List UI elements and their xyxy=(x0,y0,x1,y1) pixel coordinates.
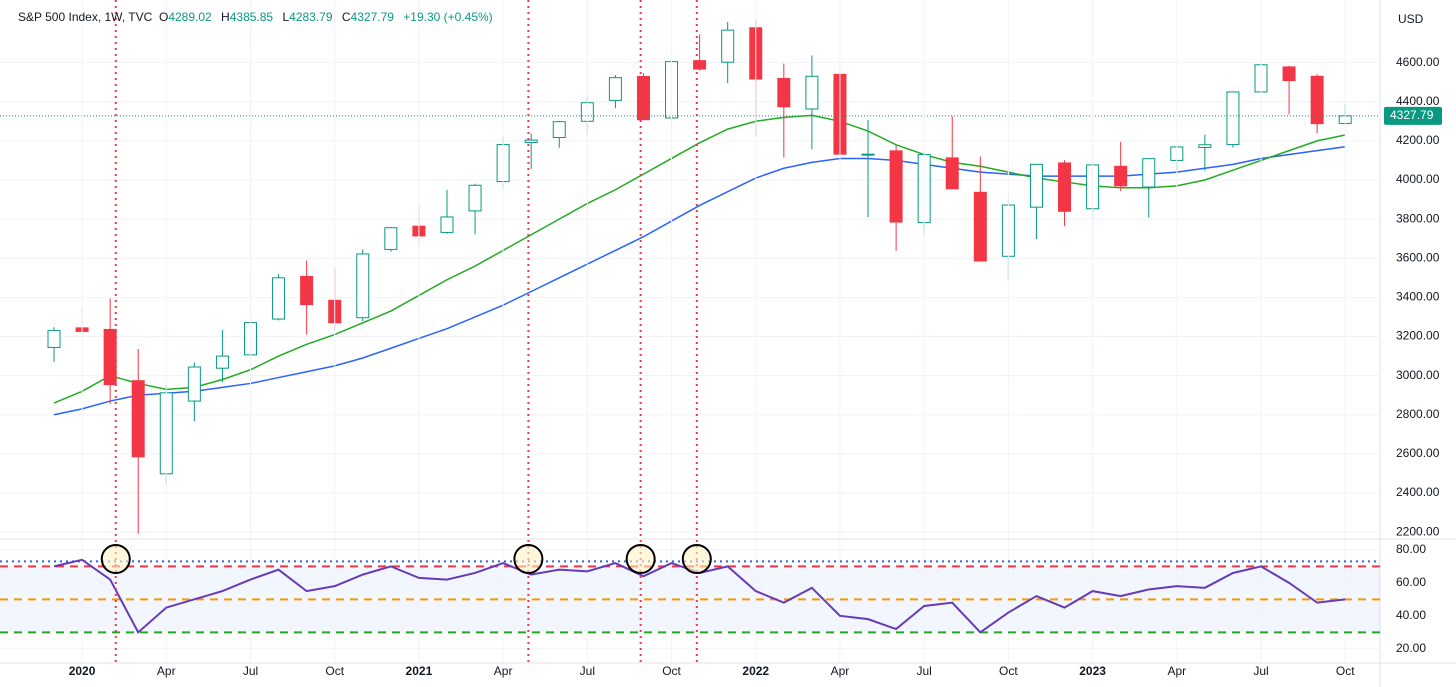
event-circle xyxy=(625,544,656,574)
x-tick-label: Apr xyxy=(494,664,513,678)
candle-body xyxy=(721,29,735,63)
candle-body xyxy=(300,275,314,306)
y-tick-label: 3200.00 xyxy=(1396,329,1440,343)
x-tick-label: Oct xyxy=(662,664,681,678)
candle-body xyxy=(805,75,819,110)
y-tick-label: 4400.00 xyxy=(1396,94,1440,108)
candle-body xyxy=(1029,163,1043,208)
ohlc-label: L xyxy=(282,10,290,24)
y-tick-label: 2400.00 xyxy=(1396,485,1440,499)
candle-body xyxy=(384,227,398,250)
x-tick-label: Oct xyxy=(325,664,344,678)
x-tick-label: Jul xyxy=(916,664,931,678)
candle-body xyxy=(973,191,987,262)
candle-body xyxy=(131,380,145,458)
candle-body xyxy=(1310,75,1324,125)
ohlc-label: O xyxy=(158,10,169,24)
last-price-tag xyxy=(1384,106,1442,125)
ohlc-value: 4327.79 xyxy=(350,10,394,24)
candle-body xyxy=(272,277,286,320)
y-tick-label: 3600.00 xyxy=(1396,250,1440,264)
candle-body xyxy=(1114,165,1128,187)
candle-body xyxy=(187,366,201,402)
candle-body xyxy=(440,216,454,233)
candle-body xyxy=(1226,91,1240,146)
candle-body xyxy=(889,150,903,223)
moving-average xyxy=(53,145,1346,416)
ohlc-value: 4289.02 xyxy=(168,10,212,24)
x-tick-label: 2020 xyxy=(69,664,96,678)
ohlc-value: 4283.79 xyxy=(289,10,333,24)
x-tick-label: 2023 xyxy=(1079,664,1106,678)
candle-body xyxy=(1198,144,1212,149)
candle-body xyxy=(693,60,707,70)
candle-body xyxy=(1142,158,1156,188)
y-tick-label: 2800.00 xyxy=(1396,407,1440,421)
currency[interactable]: USD xyxy=(1398,12,1424,26)
candle-body xyxy=(468,184,482,212)
y-tick-label: 2600.00 xyxy=(1396,446,1440,460)
candle-body xyxy=(552,121,566,139)
candle-body xyxy=(608,77,622,101)
legend: S&P 500 Index, 1W, TVC O4289.02 H4385.85… xyxy=(18,10,499,24)
ohlc-label: C xyxy=(341,10,351,24)
candle-body xyxy=(215,355,229,369)
y-tick-label: 3400.00 xyxy=(1396,290,1440,304)
change: +19.30 (+0.45%) xyxy=(403,10,493,24)
moving-average xyxy=(53,114,1346,404)
event-circle xyxy=(100,544,131,574)
y-tick-label: 2200.00 xyxy=(1396,524,1440,538)
y-tick-label: 60.00 xyxy=(1396,575,1426,589)
x-tick-label: 2022 xyxy=(742,664,769,678)
candle-body xyxy=(945,157,959,190)
x-tick-label: 2021 xyxy=(406,664,433,678)
candle-body xyxy=(777,77,791,108)
candle-body xyxy=(1282,66,1296,82)
x-tick-label: Apr xyxy=(1167,664,1186,678)
symbol-title: S&P 500 Index, 1W, TVC xyxy=(18,10,153,24)
y-tick-label: 3000.00 xyxy=(1396,368,1440,382)
candle-body xyxy=(524,139,538,143)
event-circle xyxy=(681,544,712,574)
candle-body xyxy=(103,328,117,386)
candle-body xyxy=(636,75,650,121)
event-circle xyxy=(513,544,544,574)
ohlc-label: H xyxy=(221,10,230,24)
candle-body xyxy=(861,153,875,156)
y-tick-label: 4200.00 xyxy=(1396,133,1440,147)
x-tick-label: Apr xyxy=(157,664,176,678)
x-tick-label: Jul xyxy=(1253,664,1268,678)
y-tick-label: 20.00 xyxy=(1396,641,1426,655)
x-tick-label: Oct xyxy=(1336,664,1355,678)
y-tick-label: 4000.00 xyxy=(1396,172,1440,186)
y-tick-label: 80.00 xyxy=(1396,542,1426,556)
y-tick-label: 4600.00 xyxy=(1396,55,1440,69)
x-tick-label: Oct xyxy=(999,664,1018,678)
y-tick-label: 40.00 xyxy=(1396,608,1426,622)
y-tick-label: 3800.00 xyxy=(1396,211,1440,225)
x-tick-label: Jul xyxy=(243,664,258,678)
ohlc-value: 4385.85 xyxy=(229,10,274,24)
x-tick-label: Jul xyxy=(580,664,595,678)
x-tick-label: Apr xyxy=(831,664,850,678)
candle-body xyxy=(47,329,61,348)
last-price-label: 4327.79 xyxy=(1390,108,1434,122)
candle-body xyxy=(1058,162,1072,212)
candle-body xyxy=(356,253,370,319)
